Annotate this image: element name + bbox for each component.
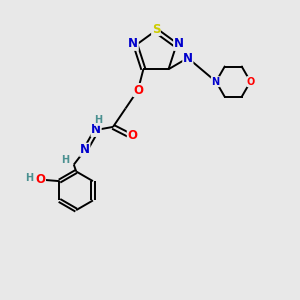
Text: O: O bbox=[35, 173, 45, 186]
Text: N: N bbox=[183, 52, 193, 65]
Text: O: O bbox=[128, 129, 137, 142]
Text: S: S bbox=[152, 22, 160, 35]
Text: N: N bbox=[128, 37, 138, 50]
Text: N: N bbox=[80, 143, 90, 156]
Text: H: H bbox=[94, 116, 103, 125]
Text: N: N bbox=[211, 76, 220, 87]
Text: N: N bbox=[91, 123, 101, 136]
Text: N: N bbox=[174, 37, 184, 50]
Text: O: O bbox=[247, 76, 255, 87]
Text: O: O bbox=[133, 83, 143, 97]
Text: H: H bbox=[61, 155, 69, 165]
Text: H: H bbox=[25, 173, 33, 184]
